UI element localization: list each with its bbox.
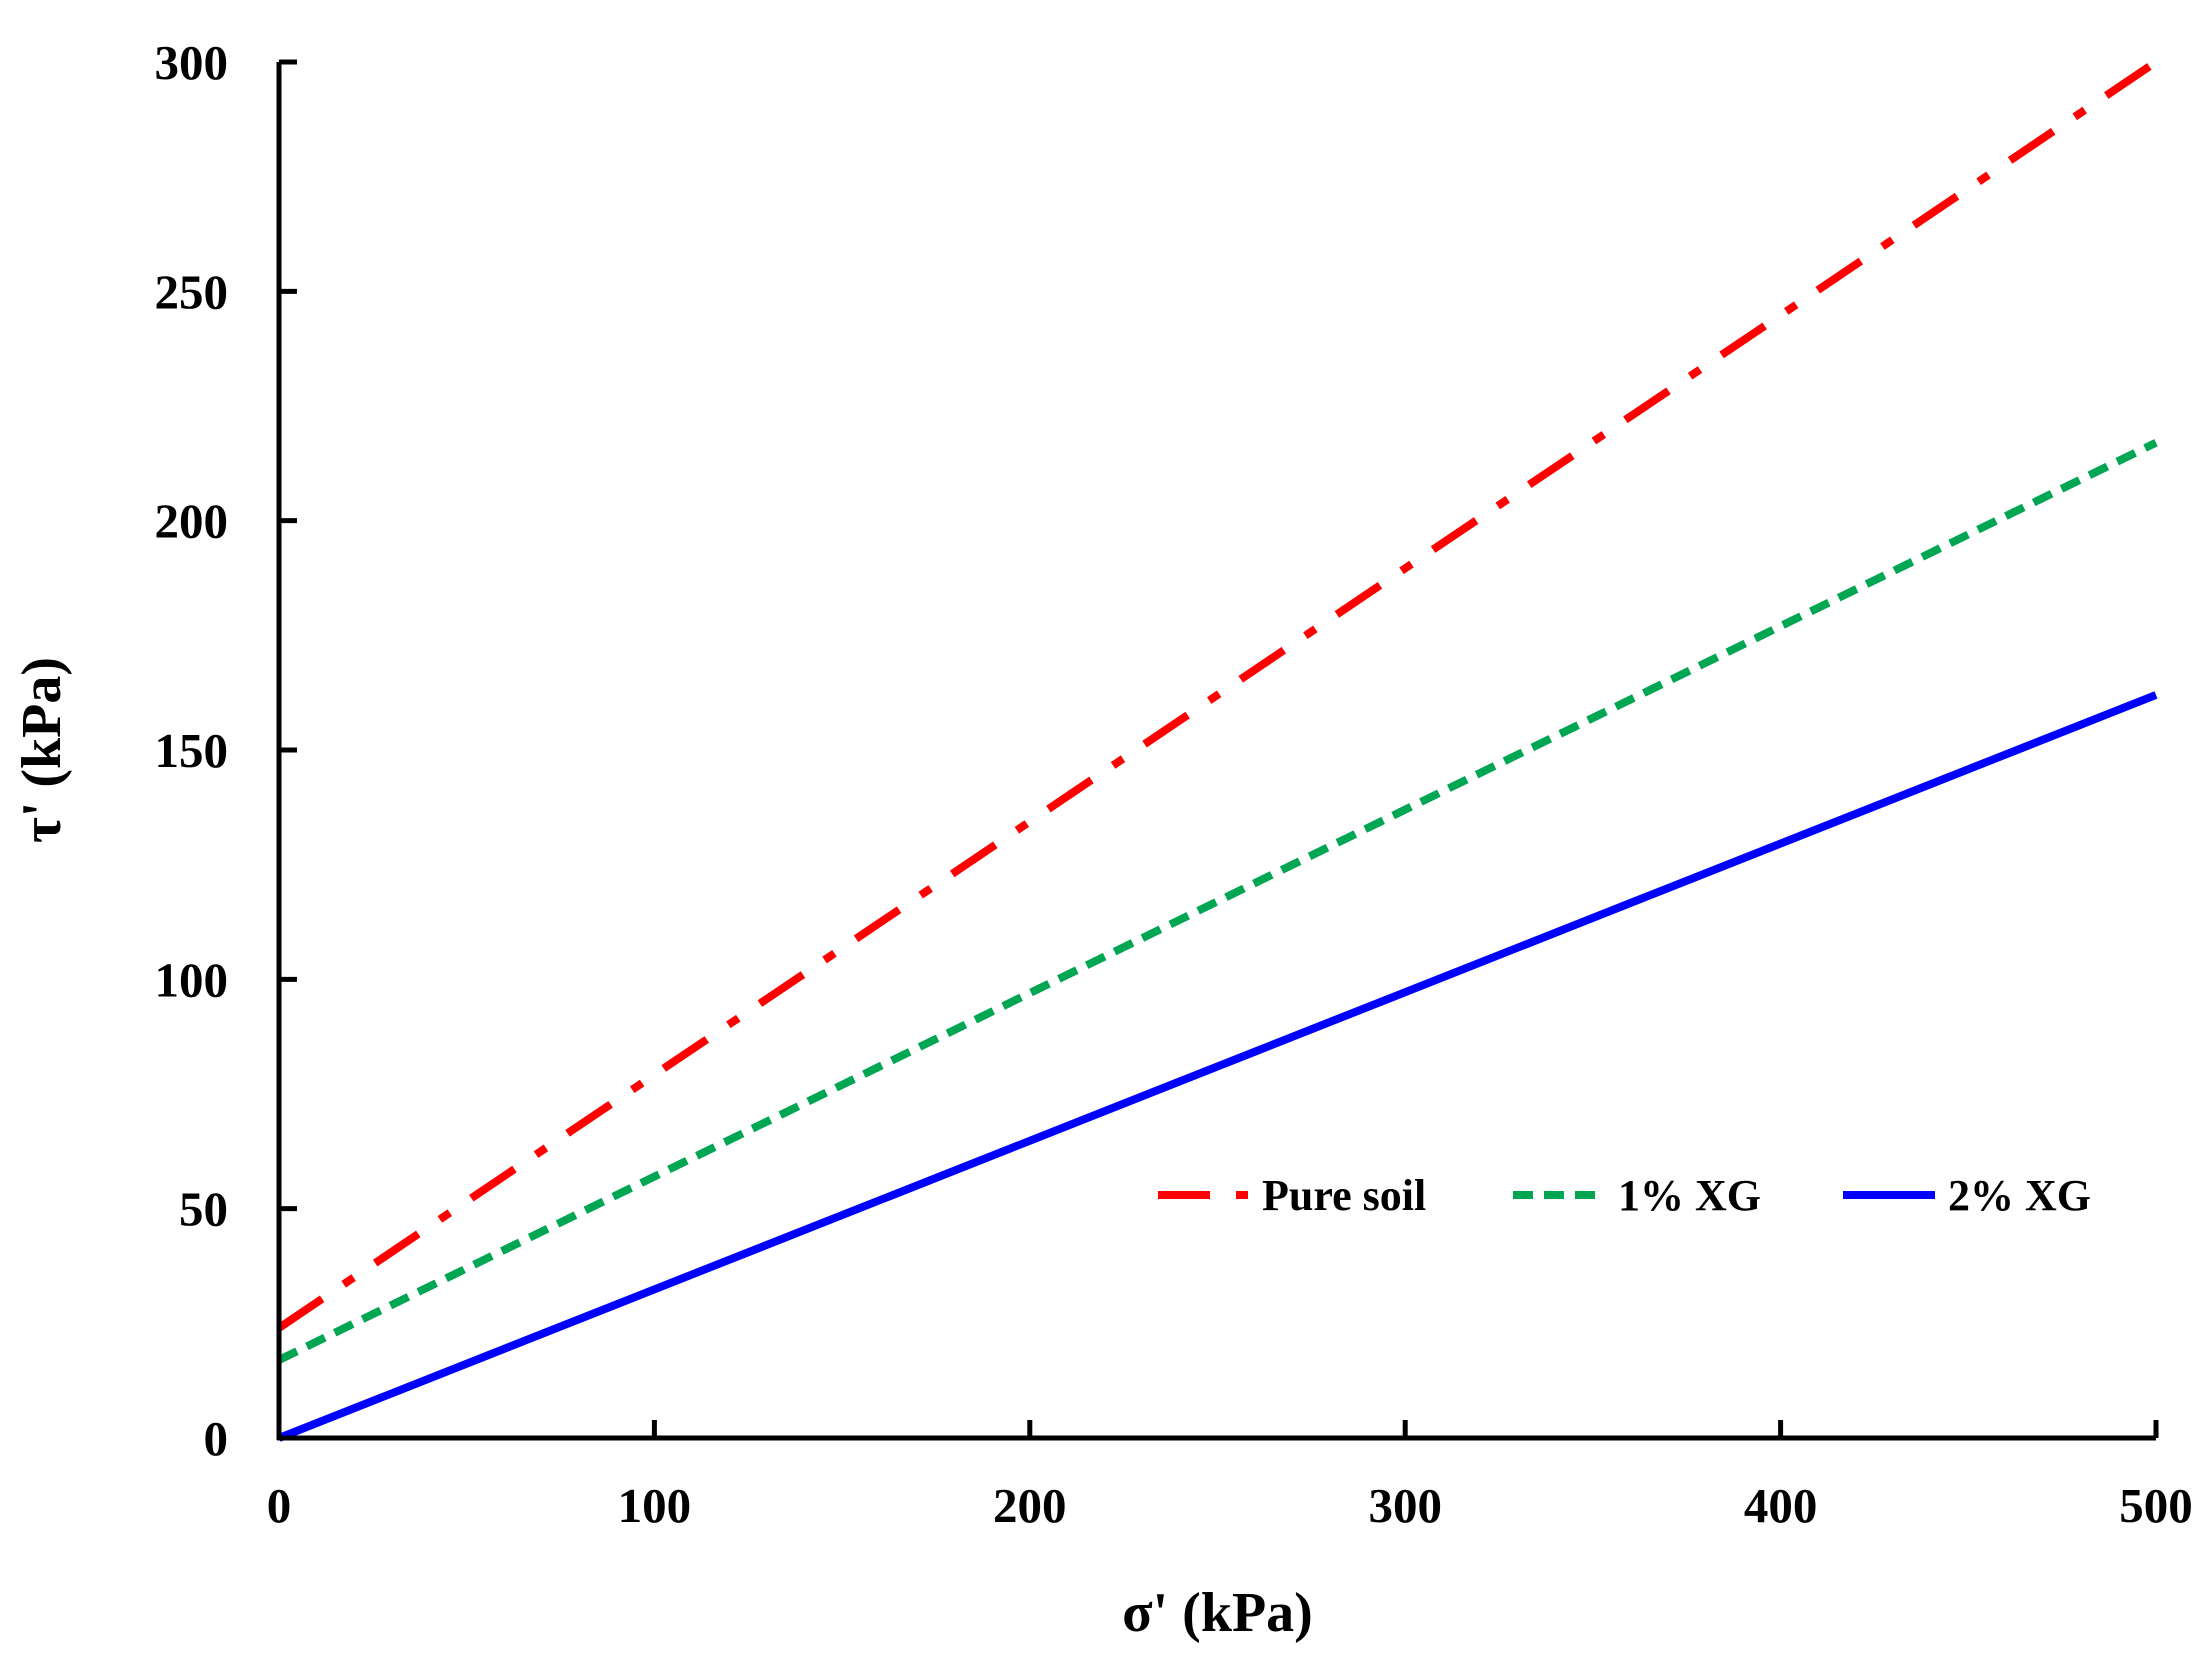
x-tick-label: 500 xyxy=(2119,1478,2193,1533)
series-line-2-xg xyxy=(277,691,2158,1442)
legend-label: Pure soil xyxy=(1262,1171,1426,1220)
y-tick-label: 150 xyxy=(155,723,229,778)
x-tick-label: 200 xyxy=(993,1478,1067,1533)
y-tick-label: 50 xyxy=(179,1182,228,1237)
x-tick-label: 100 xyxy=(618,1478,692,1533)
y-tick-label: 100 xyxy=(155,952,229,1007)
axes-layer: 0 50 100 150 200 250 300 0 100 200 300 400 500 σ' (kP… xyxy=(11,35,2193,1644)
series-layer xyxy=(276,58,2159,1442)
x-tick-label: 0 xyxy=(267,1478,292,1533)
legend: Pure soil 1% XG 2% XG xyxy=(1158,1171,2091,1220)
series-line-pure-soil xyxy=(276,58,2159,1332)
y-tick-label: 0 xyxy=(204,1411,229,1466)
x-axis-title: σ' (kPa) xyxy=(1122,1582,1313,1644)
series-line-1-xg xyxy=(277,439,2158,1364)
y-tick-label: 250 xyxy=(155,264,229,319)
y-axis-title: τ' (kPa) xyxy=(11,657,73,843)
x-tick-label: 400 xyxy=(1744,1478,1818,1533)
legend-label: 1% XG xyxy=(1618,1171,1761,1220)
x-tick-label: 300 xyxy=(1368,1478,1442,1533)
legend-label: 2% XG xyxy=(1948,1171,2091,1220)
y-tick-label: 300 xyxy=(155,35,229,90)
y-tick-label: 200 xyxy=(155,494,229,549)
